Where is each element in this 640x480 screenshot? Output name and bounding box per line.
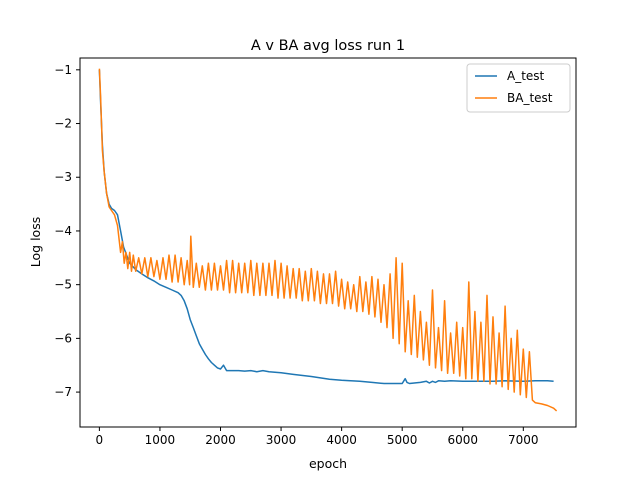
x-tick-label: 6000 [447, 433, 478, 447]
y-axis: −1 −2 −3 −4 −5 −6 −7 [54, 63, 80, 399]
y-axis-label: Log loss [28, 217, 43, 267]
series-lines [98, 68, 558, 412]
legend: A_test BA_test [466, 63, 571, 113]
series-line-ba-test [98, 68, 558, 412]
chart-title: A v BA avg loss run 1 [251, 38, 405, 54]
y-tick-label: −4 [54, 224, 72, 238]
y-tick-label: −3 [54, 170, 72, 184]
x-axis-label: epoch [309, 456, 347, 471]
x-tick-label: 3000 [266, 433, 297, 447]
x-tick-label: 4000 [326, 433, 357, 447]
y-tick-label: −6 [54, 331, 72, 345]
y-tick-label: −7 [54, 385, 72, 399]
legend-label: A_test [507, 69, 545, 83]
x-tick-label: 5000 [387, 433, 418, 447]
x-tick-label: 2000 [205, 433, 236, 447]
y-tick-label: −2 [54, 117, 72, 131]
x-axis: 0 1000 2000 3000 4000 5000 6000 7000 [96, 427, 539, 447]
legend-label: BA_test [507, 91, 553, 105]
y-tick-label: −1 [54, 63, 72, 77]
x-tick-label: 7000 [508, 433, 539, 447]
x-tick-label: 0 [96, 433, 104, 447]
x-tick-label: 1000 [145, 433, 176, 447]
plot-frame [79, 57, 577, 428]
y-tick-label: −5 [54, 278, 72, 292]
